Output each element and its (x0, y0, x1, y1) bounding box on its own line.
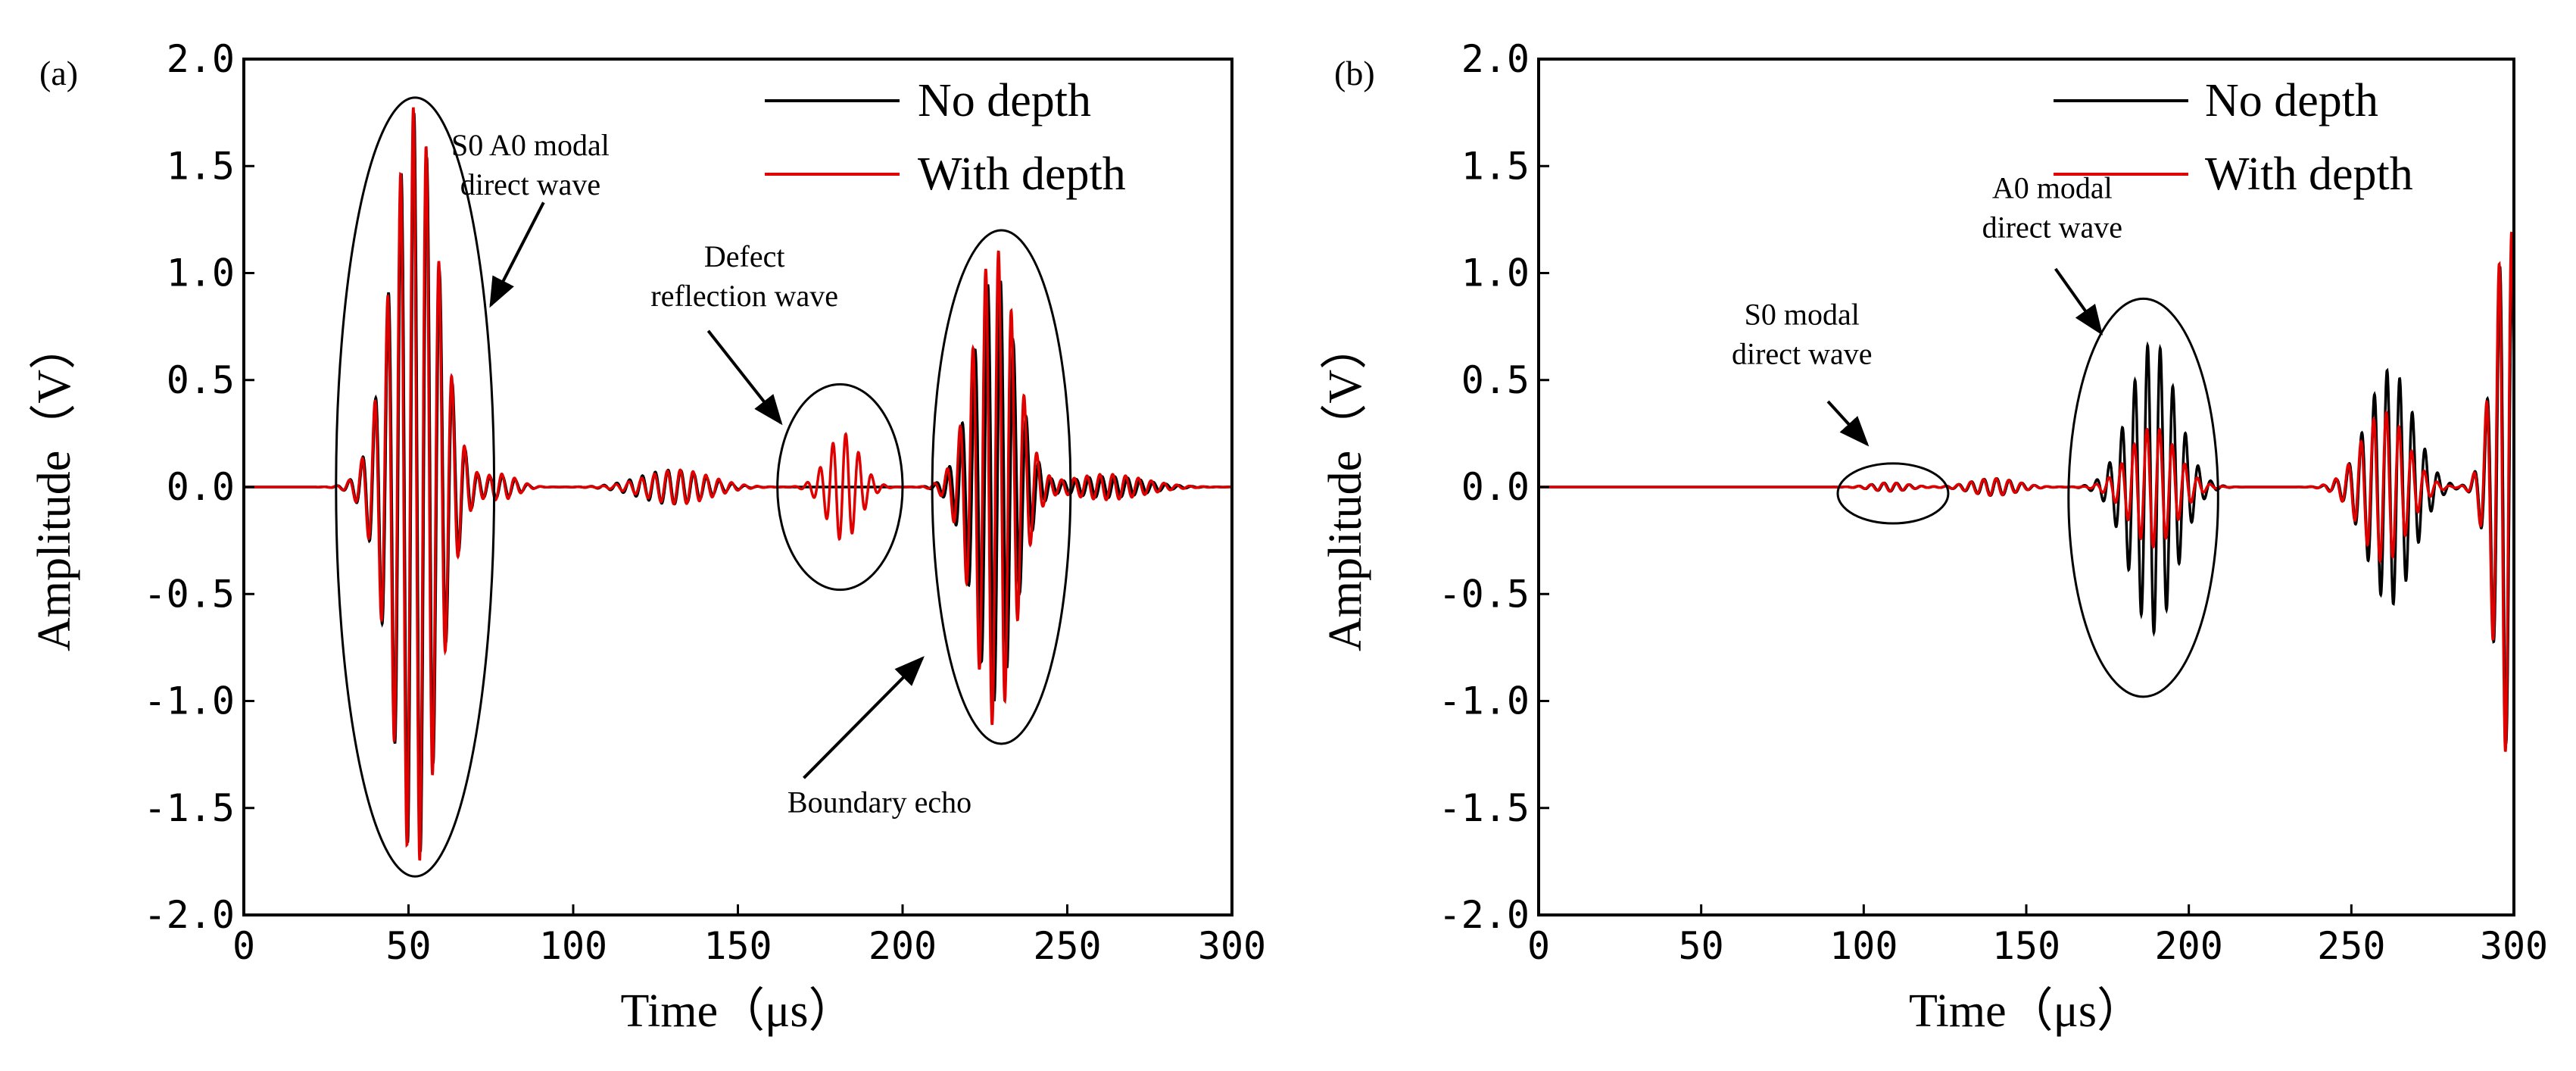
legend-label: No depth (918, 75, 1091, 126)
panel-label: (b) (1334, 54, 1375, 92)
x-tick-label: 300 (1198, 924, 1266, 968)
series-line-with-depth (244, 108, 1232, 860)
y-tick-label: 1.5 (167, 144, 235, 188)
x-tick-label: 50 (385, 924, 431, 968)
series-line-no-depth (1539, 246, 2514, 742)
annotation-arrow (804, 658, 923, 778)
y-tick-label: 0.0 (167, 465, 235, 509)
x-tick-label: 200 (869, 924, 937, 968)
panel-a: 2.0 1.5 1.0 0.5 0.0 -0.5 -1.0 -1.5 -2.00 50 100 150… (29, 37, 1266, 1037)
y-tick-label: 2.0 (167, 37, 235, 81)
y-tick-label: -0.5 (1439, 572, 1530, 616)
y-tick-label: -1.0 (144, 679, 235, 723)
x-tick-label: 50 (1679, 924, 1724, 968)
x-tick-label: 300 (2480, 924, 2548, 968)
legend: No depth With depth (765, 75, 1126, 200)
legend-label: With depth (2205, 148, 2413, 200)
x-tick-label: 250 (1033, 924, 1101, 968)
y-tick-label: 0.5 (167, 358, 235, 402)
x-axis-title: Time（μs） (1909, 985, 2144, 1037)
x-tick-label: 0 (1527, 924, 1550, 968)
legend-label: With depth (918, 148, 1126, 200)
highlight-ellipse-1 (1838, 464, 1948, 523)
x-tick-label: 150 (703, 924, 772, 968)
series-line-with-depth (1539, 232, 2514, 751)
annotation-arrow (491, 202, 544, 305)
x-axis-title: Time（μs） (620, 985, 855, 1037)
y-tick-label: 2.0 (1461, 37, 1530, 81)
y-tick-label: 0.5 (1461, 358, 1530, 402)
y-tick-label: -1.5 (1439, 786, 1530, 830)
y-tick-label: -2.0 (1439, 893, 1530, 937)
y-tick-label: -1.5 (144, 786, 235, 830)
x-tick-label: 200 (2155, 924, 2223, 968)
y-tick-label: 1.5 (1461, 144, 1530, 188)
panel-label: (a) (39, 54, 78, 92)
annotation-text: Defect reflection wave (650, 239, 838, 313)
annotation-arrow (708, 331, 781, 423)
y-tick-label: 1.0 (167, 251, 235, 295)
y-axis-title: Amplitude（V） (1320, 323, 1371, 651)
x-tick-label: 150 (1992, 924, 2060, 968)
x-tick-label: 100 (1829, 924, 1898, 968)
annotation-arrow (1828, 401, 1867, 445)
panel-b: 2.0 1.5 1.0 0.5 0.0 -0.5 -1.0 -1.5 -2.00 50 100 150… (1320, 37, 2548, 1037)
y-axis-title: Amplitude（V） (29, 323, 80, 651)
y-tick-label: 0.0 (1461, 465, 1530, 509)
annotation-text: Boundary echo (787, 785, 971, 819)
x-tick-label: 0 (232, 924, 255, 968)
y-tick-label: -1.0 (1439, 679, 1530, 723)
y-tick-label: 1.0 (1461, 251, 1530, 295)
annotation-text: S0 A0 modal direct wave (451, 128, 610, 201)
annotation-text: A0 modal direct wave (1982, 171, 2122, 245)
y-tick-label: -0.5 (144, 572, 235, 616)
x-tick-label: 250 (2317, 924, 2385, 968)
annotation-arrow (2056, 269, 2101, 333)
legend-label: No depth (2205, 75, 2378, 126)
annotation-text: S0 modal direct wave (1732, 297, 1872, 370)
x-tick-label: 100 (539, 924, 607, 968)
y-tick-label: -2.0 (144, 893, 235, 937)
figure: 2.01.51.00.50.0-0.5-1.0-1.5-2.00 50 100 150… (0, 0, 2576, 1071)
